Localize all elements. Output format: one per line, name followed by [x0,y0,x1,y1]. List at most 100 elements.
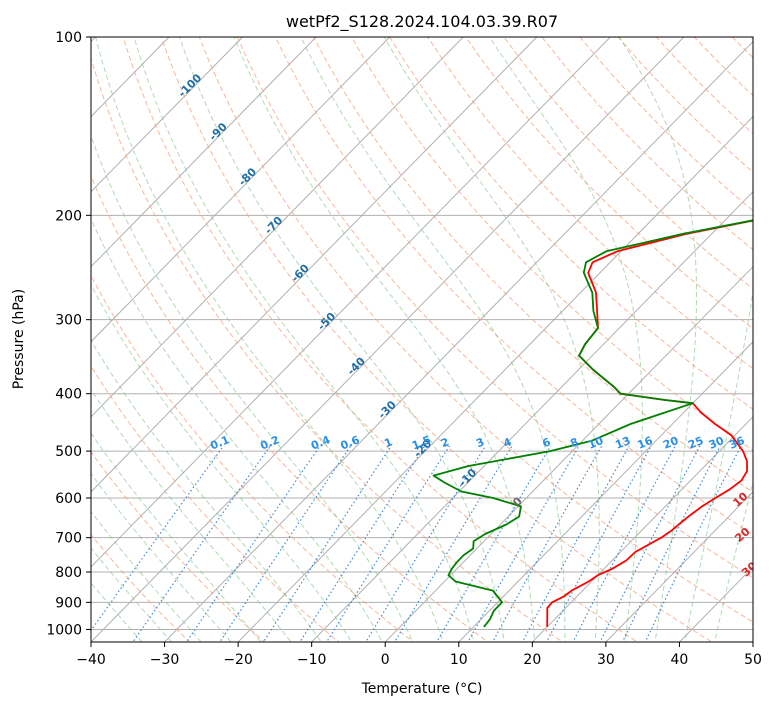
mixing-ratio-label: 10 [586,434,605,452]
moist-adiabat-line [178,37,505,642]
dry-adiabat-line [160,37,713,642]
isotherm-line [163,40,753,642]
mixing-ratio-label: 16 [635,434,654,452]
dry-adiabat-line [312,37,753,493]
moist-adiabat-line [489,37,643,642]
sounding-series [432,219,753,628]
moist-adiabat-line [713,480,753,642]
mixing-ratio-line [299,445,426,642]
y-tick-label: 500 [55,444,82,460]
moist-adiabats [91,37,753,642]
mixing-ratio-label: 36 [727,434,746,452]
moist-adiabat-line [91,510,202,642]
chart-title: wetPf2_S128.2024.104.03.39.R07 [286,12,558,32]
x-tick-label: 20 [523,652,541,668]
isotherm-line [91,37,612,568]
dry-adiabat-line [91,56,564,642]
dry-adiabat-line [91,365,340,642]
mixing-ratio-line [219,445,352,642]
plot-frame [90,36,754,643]
isotherm-line [91,37,685,642]
mixing-ratio-line [325,445,451,642]
moist-adiabat-line [91,134,414,642]
dry-adiabat-line [236,37,753,579]
mixing-ratio-line [521,445,630,642]
isotherm-line [531,416,753,642]
mixing-ratio-line [467,445,580,642]
isotherm-line [91,37,538,493]
x-tick-label: 40 [671,652,689,668]
y-tick-label: 200 [55,208,82,224]
mixing-ratio-label: 3 [474,435,486,450]
mixing-ratio-line [394,445,513,642]
dry-adiabat-line [351,37,753,452]
x-tick-label: −20 [223,652,253,668]
isotherm-line [91,37,317,268]
y-tick-label: 600 [55,491,82,507]
x-tick-label: −30 [150,652,180,668]
mixing-ratio-line [365,445,487,642]
mixing-ratio-lines [91,445,742,642]
dry-adiabat-line [91,174,489,642]
isotherm-line [310,190,753,642]
isotherm-line [91,37,244,193]
mixing-ratio-label: 8 [568,435,580,450]
mixing-ratio-line [492,445,603,642]
isotherm-line [91,37,464,418]
isotherm-line [384,266,753,642]
mixing-ratio-line [545,445,652,642]
dry-adiabat-line [91,534,191,642]
moist-adiabat-line [91,582,143,642]
moist-adiabat-line [133,37,475,642]
series-line-dewpoint [432,219,753,628]
dry-adiabat-line [122,37,639,642]
mixing-ratio-line [91,445,224,632]
y-tick-label: 1000 [46,622,82,638]
mixing-ratio-label: 25 [686,434,705,452]
moist-adiabat-line [300,37,566,642]
mixing-ratio-line [644,445,742,642]
x-tick-label: 0 [381,652,390,668]
moist-adiabat-line [91,547,173,642]
x-tick-label: 30 [597,652,615,668]
moist-adiabat-line [91,472,232,642]
mixing-ratio-label: 30 [707,434,726,452]
mixing-ratio-line [436,445,552,642]
dry-adiabat-line [465,37,753,330]
isotherm-line [91,37,391,343]
moist-adiabat-line [91,432,262,642]
mixing-ratio-label: 20 [661,434,680,452]
y-tick-label: 400 [55,387,82,403]
dry-adiabat-line [198,37,753,623]
mixing-ratio-line [599,445,701,642]
mixing-ratio-line [185,445,321,642]
x-tick-label: 10 [450,652,468,668]
plot-area: -100-90-80-70-60-50-40-30-20-10010203040… [91,37,753,642]
x-axis-ticks: −40 −30 −20 −10 0 10 20 30 40 50 [76,642,762,668]
dry-adiabat-line [91,451,266,642]
moist-adiabat-line [233,37,536,642]
mixing-ratio-label: 1 [382,435,394,450]
moist-adiabat-line [91,339,322,642]
moist-adiabat-line [91,217,383,642]
y-axis-label: Pressure (hPa) [11,289,27,389]
x-tick-label: 50 [744,652,762,668]
isotherm-line [605,491,753,642]
skewed-isotherms [91,37,753,642]
mixing-ratio-label: 2 [439,435,451,450]
y-tick-label: 800 [55,565,82,581]
dry-adiabat-line [91,274,415,642]
y-tick-label: 700 [55,531,82,547]
y-tick-label: 900 [55,595,82,611]
moist-adiabat-line [383,37,600,642]
mixing-ratio-label: 13 [613,434,632,452]
moist-adiabat-line [91,388,292,642]
y-tick-label: 100 [55,30,82,46]
moist-adiabat-line [91,283,353,642]
dry-adiabat-line [427,37,753,370]
x-axis-label: Temperature (°C) [361,681,483,697]
y-axis-ticks: 100 200 300 400 500 600 700 800 900 1000 [46,30,91,638]
x-tick-label: −10 [297,652,327,668]
x-tick-label: −40 [76,652,106,668]
